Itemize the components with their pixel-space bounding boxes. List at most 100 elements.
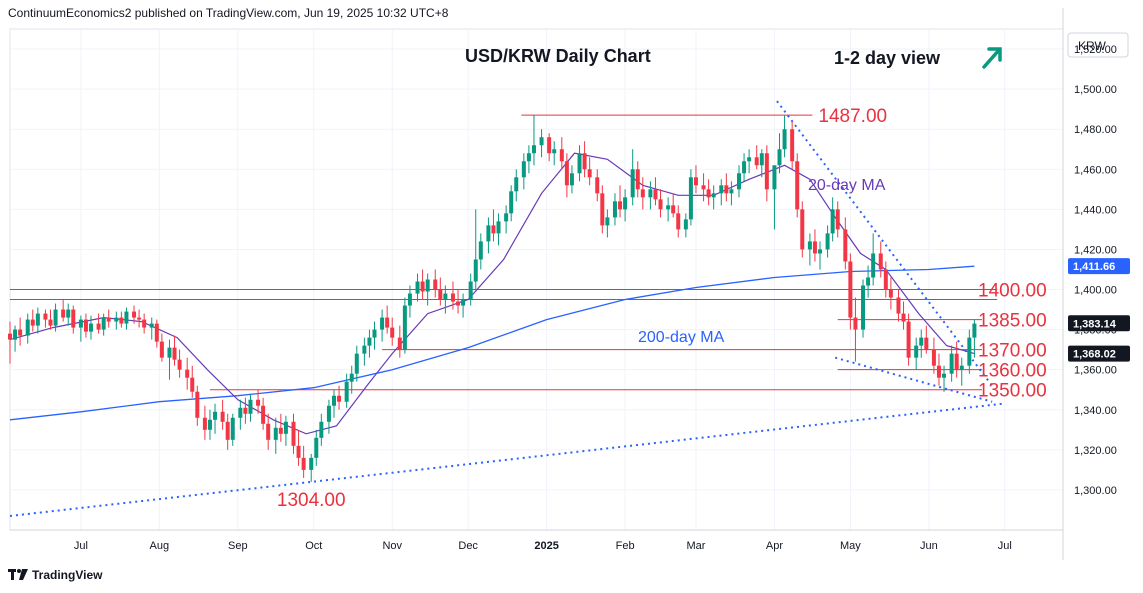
candle-body: [949, 353, 954, 374]
candle-body: [861, 285, 866, 330]
price-tag-label: 1,411.66: [1073, 261, 1115, 273]
candle-body: [78, 319, 83, 328]
candle-body: [425, 279, 430, 292]
candle-body: [653, 189, 658, 200]
chart-title: USD/KRW Daily Chart: [465, 46, 651, 66]
y-tick-label: 1,440.00: [1074, 204, 1117, 216]
candle-body: [514, 177, 519, 192]
candle-body: [380, 317, 385, 330]
candle-body: [367, 337, 372, 346]
candle-body: [972, 323, 977, 338]
x-tick-label: Feb: [616, 540, 635, 552]
grid: [9, 28, 1064, 531]
up-right-arrow-icon: [982, 47, 1002, 69]
candle-body: [812, 241, 817, 254]
candle-body: [256, 399, 261, 406]
candle-body: [438, 289, 443, 300]
candle-body: [137, 317, 142, 320]
candle-body: [362, 345, 367, 354]
candle-body: [919, 337, 924, 346]
candle-body: [220, 411, 225, 422]
trendline: [9, 402, 1003, 517]
candle-body: [230, 417, 235, 440]
candle-body: [96, 323, 101, 330]
candle-body: [8, 333, 12, 340]
candle-body: [43, 313, 48, 320]
candle-body: [172, 347, 177, 360]
candle-body: [420, 281, 425, 292]
candle-body: [326, 405, 331, 422]
candle-body: [443, 293, 448, 300]
candle-body: [605, 217, 610, 226]
candle-body: [635, 169, 640, 190]
tradingview-footer: TradingView: [8, 568, 102, 582]
candle-body: [782, 129, 787, 150]
candle-body: [883, 269, 888, 290]
candle-body: [291, 421, 296, 446]
candle-body: [595, 177, 600, 194]
x-tick-label: Aug: [150, 540, 170, 552]
candle-body: [676, 213, 681, 230]
candle-body: [577, 153, 582, 174]
candle-body: [301, 457, 306, 470]
currency-label: KRW: [1078, 39, 1106, 53]
candle-body: [354, 353, 359, 374]
candle-body: [600, 193, 605, 226]
candle-body: [648, 189, 653, 198]
candle-body: [195, 391, 200, 418]
level-label: 1487.00: [818, 106, 887, 127]
candle-body: [559, 149, 564, 162]
candle-body: [89, 323, 93, 332]
candle-body: [372, 329, 377, 338]
candle-body: [906, 321, 911, 358]
candle-body: [683, 219, 688, 230]
candle-body: [225, 421, 230, 440]
axes: KRW1,300.001,320.001,340.001,360.001,380…: [10, 8, 1130, 560]
candle-body: [830, 209, 835, 234]
x-tick-label: Oct: [305, 540, 322, 552]
candle-body: [896, 297, 901, 314]
candle-body: [526, 153, 531, 162]
candle-body: [390, 327, 395, 338]
candle-body: [878, 253, 883, 270]
candle-body: [332, 395, 336, 406]
candle-body: [747, 157, 752, 162]
candle-body: [954, 353, 959, 370]
x-tick-label: Jun: [920, 540, 938, 552]
candle-body: [407, 293, 412, 306]
chart-subtitle: 1-2 day view: [834, 48, 941, 68]
candle-body: [167, 347, 172, 358]
candle-body: [742, 161, 747, 174]
candle-body: [433, 279, 438, 290]
candle-body: [582, 153, 587, 170]
level-label: 1400.00: [978, 281, 1047, 302]
candle-body: [468, 281, 473, 300]
candle-body: [630, 169, 635, 198]
candle-body: [296, 445, 301, 458]
y-tick-label: 1,300.00: [1074, 485, 1117, 497]
candle-body: [772, 165, 777, 190]
candle-body: [106, 317, 111, 322]
x-tick-label: Sep: [228, 540, 248, 552]
candle-body: [724, 185, 729, 194]
candle-body: [415, 281, 420, 294]
level-label: 1370.00: [978, 341, 1047, 362]
ma200-label: 200-day MA: [638, 329, 725, 346]
candle-body: [25, 319, 30, 336]
candle-body: [848, 261, 853, 318]
candle-body: [101, 317, 106, 330]
support-resistance-levels: [10, 114, 998, 391]
candle-body: [71, 309, 76, 328]
candle-body: [564, 161, 569, 186]
moving-averages: [9, 152, 975, 435]
level-label: 1350.00: [978, 381, 1047, 402]
candle-body: [248, 399, 253, 414]
candle-body: [800, 209, 805, 250]
candle-body: [30, 319, 35, 326]
candle-body: [243, 407, 248, 414]
candle-body: [711, 193, 716, 198]
x-tick-label: Apr: [766, 540, 783, 552]
candle-body: [119, 317, 124, 324]
candle-body: [273, 427, 278, 440]
